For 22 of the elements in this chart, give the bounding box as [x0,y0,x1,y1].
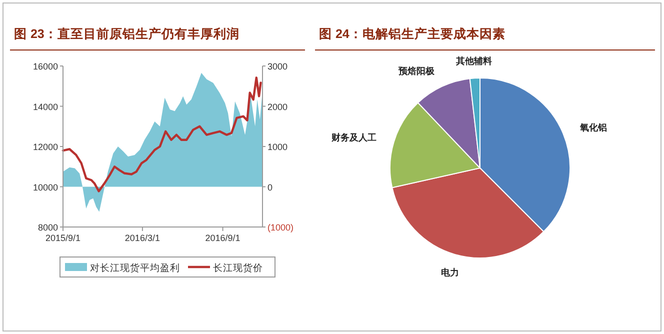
y2-tick-label: 1000 [268,142,288,152]
x-tick-label: 2015/9/1 [45,233,81,243]
y2-tick-label: 3000 [268,62,288,72]
chart-title: 图 23：直至目前原铝生产仍有丰厚利润 [14,26,240,41]
x-tick-label: 2016/3/1 [124,233,160,243]
slice-label: 财务及人工 [330,132,377,143]
slice-label: 电力 [440,268,459,278]
y-tick-label: 16000 [32,62,58,72]
y-tick-label: 10000 [32,182,58,192]
y2-tick-label: 0 [268,182,273,192]
slice-label: 氧化铝 [578,122,607,133]
y2-tick-label: 2000 [268,102,288,112]
legend-label: 长江现货价 [213,262,263,274]
y-tick-label: 14000 [32,102,58,112]
slice-label: 预焙阳极 [397,66,436,76]
chart-title: 图 24：电解铝生产主要成本因素 [319,26,506,41]
legend-label: 对长江现货平均盈利 [90,262,180,274]
y-tick-label: 12000 [32,142,58,152]
y2-tick-label: (1000) [268,222,294,232]
x-tick-label: 2016/9/1 [205,233,240,243]
y-tick-label: 8000 [38,222,58,232]
slice-label: 其他辅料 [454,56,492,66]
